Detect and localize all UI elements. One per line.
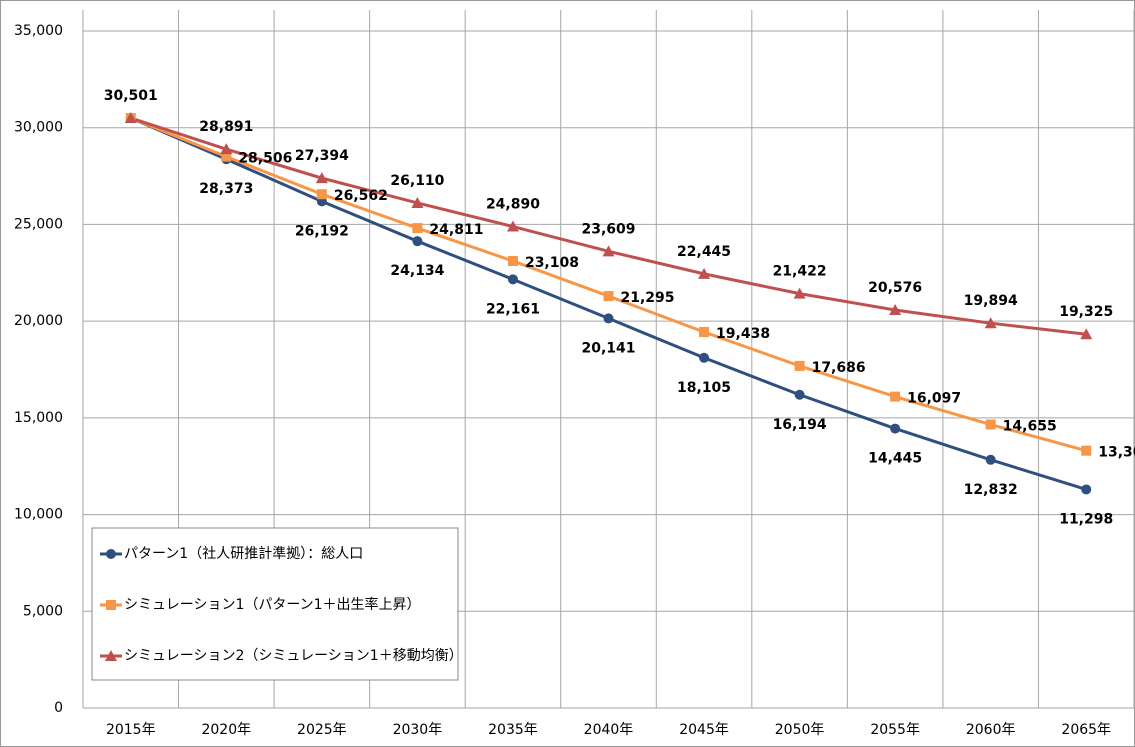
data-label: 30,501: [104, 88, 158, 104]
data-label: 26,110: [390, 173, 444, 189]
point: [603, 313, 614, 324]
point: [105, 650, 117, 661]
point: [985, 419, 996, 430]
data-label: 11,298: [1059, 511, 1113, 527]
x-tick-label: 2025年: [297, 722, 347, 738]
point: [794, 389, 805, 400]
point: [316, 189, 327, 200]
y-tick-label: 10,000: [14, 507, 63, 523]
data-label: 16,097: [907, 391, 961, 407]
data-label: 19,438: [716, 326, 770, 342]
point: [794, 360, 805, 371]
x-tick-label: 2060年: [966, 722, 1016, 738]
data-label: 19,894: [964, 293, 1018, 309]
data-label: 13,302: [1098, 445, 1135, 461]
point: [411, 196, 424, 208]
point: [106, 549, 116, 559]
y-tick-label: 5,000: [23, 603, 63, 619]
x-tick-label: 2050年: [775, 722, 825, 738]
point: [602, 245, 615, 257]
point: [984, 317, 997, 329]
x-tick-label: 2055年: [870, 722, 920, 738]
legend-label: シミュレーション1（パターン1＋出生率上昇）: [124, 596, 421, 613]
point: [412, 223, 423, 234]
legend-label: シミュレーション2（シミュレーション1＋移動均衡）: [124, 648, 463, 664]
data-label: 16,194: [773, 417, 827, 433]
data-label: 28,506: [238, 151, 292, 167]
data-label: 20,576: [868, 280, 922, 296]
point: [698, 267, 711, 279]
data-label: 20,141: [581, 340, 635, 356]
x-tick-label: 2040年: [584, 722, 634, 738]
data-label: 14,655: [1003, 419, 1057, 435]
data-label: 21,422: [773, 264, 827, 280]
data-label: 27,394: [295, 148, 349, 164]
point: [699, 327, 710, 338]
point: [507, 256, 518, 267]
data-label: 14,445: [868, 451, 922, 467]
point: [124, 112, 137, 124]
point: [507, 274, 518, 285]
point: [985, 454, 996, 465]
point: [1080, 328, 1093, 340]
y-tick-label: 0: [54, 700, 63, 716]
data-label: 24,811: [429, 222, 483, 238]
point: [890, 423, 901, 434]
x-tick-label: 2030年: [393, 722, 443, 738]
y-tick-label: 15,000: [14, 410, 63, 426]
data-label: 23,108: [525, 255, 579, 271]
data-label: 18,105: [677, 380, 731, 396]
point: [1081, 445, 1092, 456]
data-label: 26,192: [295, 223, 349, 239]
data-label: 22,161: [486, 301, 540, 317]
point: [315, 172, 328, 184]
data-label: 24,134: [390, 263, 444, 279]
y-tick-label: 25,000: [14, 216, 63, 232]
point: [603, 291, 614, 302]
legend-box: [91, 527, 459, 681]
data-label: 28,891: [199, 119, 253, 135]
x-tick-label: 2015年: [106, 722, 156, 738]
data-label: 21,295: [621, 290, 675, 306]
y-tick-label: 30,000: [14, 120, 63, 136]
data-label: 17,686: [812, 360, 866, 376]
data-label: 22,445: [677, 244, 731, 260]
y-tick-label: 20,000: [14, 313, 63, 329]
point: [412, 236, 423, 247]
x-tick-label: 2035年: [488, 722, 538, 738]
data-label: 19,325: [1059, 304, 1113, 320]
data-label: 28,373: [199, 181, 253, 197]
point: [699, 352, 710, 363]
point: [890, 391, 901, 402]
point: [1081, 484, 1092, 495]
legend-label: パターン1（社人研推計準拠）：総人口: [124, 546, 363, 562]
point: [221, 151, 232, 162]
data-label: 26,562: [334, 188, 388, 204]
point: [506, 220, 519, 232]
x-tick-label: 2065年: [1061, 722, 1111, 738]
point: [889, 304, 902, 316]
x-tick-label: 2045年: [679, 722, 729, 738]
data-label: 12,832: [964, 482, 1018, 498]
point: [220, 143, 233, 155]
x-tick-label: 2020年: [201, 722, 251, 738]
point: [106, 600, 116, 610]
y-tick-label: 35,000: [14, 23, 63, 39]
data-label: 23,609: [581, 221, 635, 237]
point: [793, 287, 806, 299]
data-label: 24,890: [486, 197, 540, 213]
